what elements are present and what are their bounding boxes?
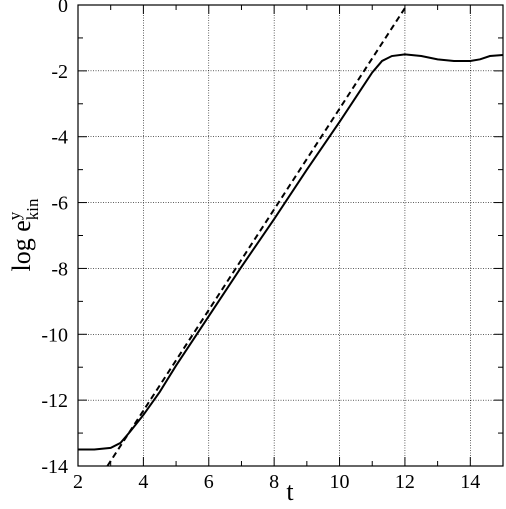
y-tick-label: -8 — [51, 258, 68, 280]
x-axis-label: t — [286, 477, 294, 506]
y-label-main: log e — [7, 220, 36, 271]
y-tick-label: -6 — [51, 193, 68, 215]
x-tick-label: 8 — [269, 471, 279, 493]
y-tick-label: -2 — [51, 61, 68, 83]
x-tick-label: 14 — [460, 471, 480, 493]
y-label-sub: kin — [23, 198, 42, 220]
y-tick-label: -10 — [41, 324, 68, 346]
plot-frame — [77, 4, 504, 467]
series-line — [106, 5, 408, 466]
x-tick-label: 10 — [330, 471, 350, 493]
x-tick-label: 12 — [395, 471, 415, 493]
y-tick-label: 0 — [58, 0, 68, 17]
y-tick-label: -4 — [51, 127, 68, 149]
x-tick-label: 6 — [204, 471, 214, 493]
y-axis-label: log eykin — [5, 198, 42, 271]
series-line — [78, 53, 503, 451]
y-label-sup: y — [5, 211, 24, 220]
x-tick-label: 2 — [73, 471, 83, 493]
x-tick-label: 4 — [138, 471, 148, 493]
y-tick-label: -12 — [41, 390, 68, 412]
y-tick-label: -14 — [41, 456, 68, 478]
